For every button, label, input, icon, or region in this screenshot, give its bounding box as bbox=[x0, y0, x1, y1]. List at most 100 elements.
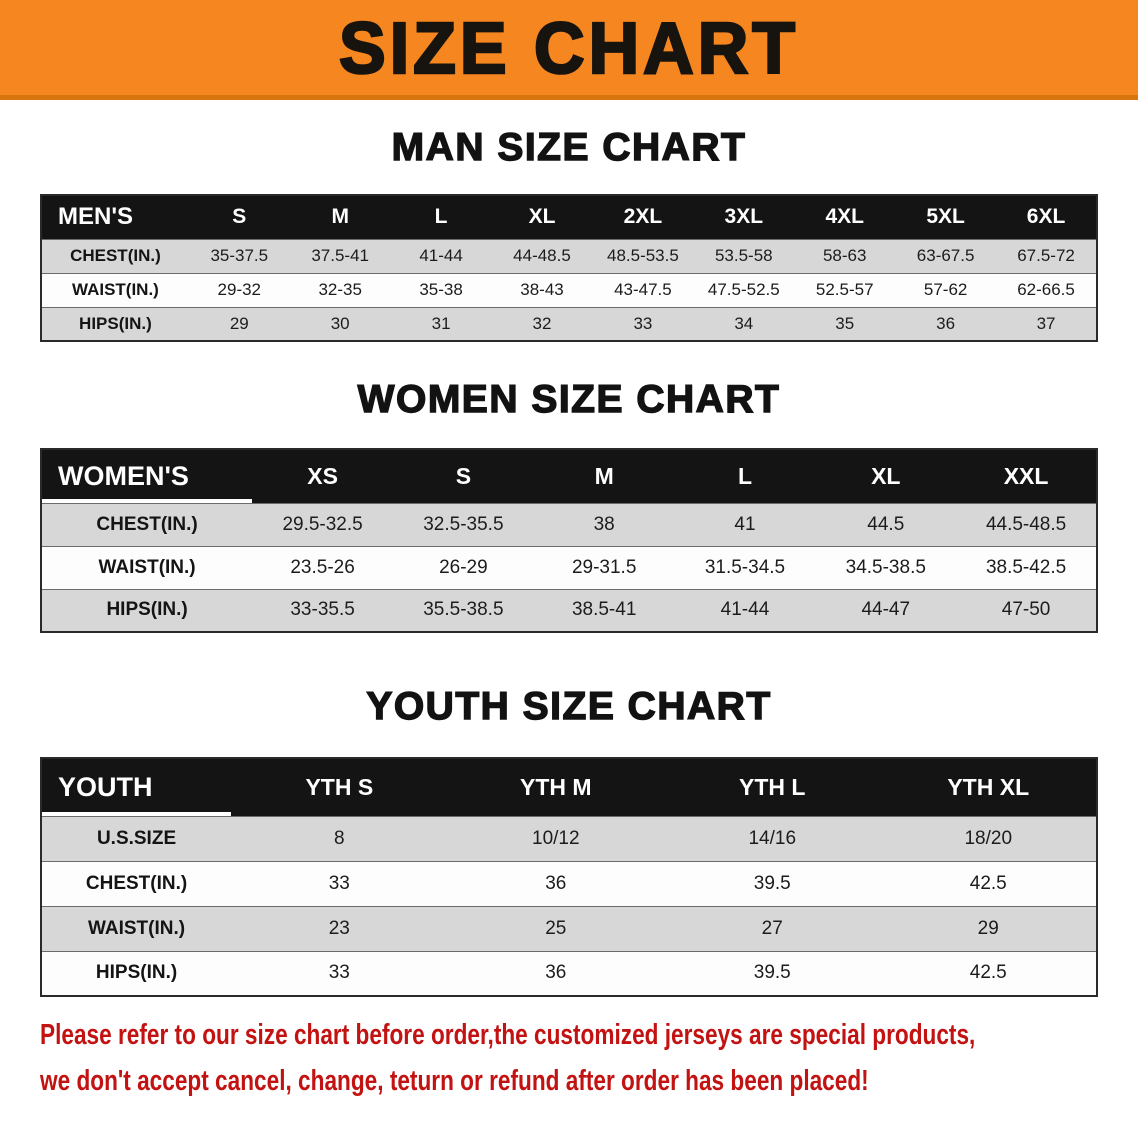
size-value-cell: 43-47.5 bbox=[614, 280, 672, 299]
size-value-cell: 62-66.5 bbox=[1017, 280, 1075, 299]
row-label: CHEST(IN.) bbox=[96, 513, 198, 535]
youth-size-table: YOUTH YTH S YTH M YTH L YTH XL U.S.SIZE 8 10/12… bbox=[40, 757, 1098, 997]
row-label: CHEST(IN.) bbox=[70, 246, 161, 265]
size-column-header: YTH XL bbox=[880, 758, 1097, 816]
size-value-cell: 58-63 bbox=[822, 246, 867, 265]
size-column-header: 4XL bbox=[794, 195, 896, 239]
size-column-header: S bbox=[392, 449, 534, 503]
size-value-cell: 39.5 bbox=[753, 962, 791, 984]
table-row: CHEST(IN.) 35-37.5 37.5-41 41-44 44-48.5 48.5… bbox=[41, 239, 1097, 273]
size-column-header: 2XL bbox=[592, 195, 694, 239]
size-value-cell: 38 bbox=[593, 513, 615, 535]
table-row: HIPS(IN.) 33 36 39.5 42.5 bbox=[41, 951, 1097, 996]
youth-size-section: YOUTH SIZE CHART YOUTH YTH S YTH M YTH L YTH… bbox=[0, 684, 1138, 997]
row-label: U.S.SIZE bbox=[96, 827, 177, 849]
table-corner-label: WOMEN'S bbox=[41, 449, 253, 503]
table-header-row: WOMEN'S XS S M L XL XXL bbox=[41, 449, 1097, 503]
size-value-cell: 33 bbox=[633, 313, 653, 333]
size-value-cell: 41-44 bbox=[720, 599, 770, 621]
row-label: WAIST(IN.) bbox=[71, 280, 159, 299]
size-value-cell: 36 bbox=[545, 962, 567, 984]
size-value-cell: 57-62 bbox=[923, 280, 968, 299]
men-size-table: MEN'S S M L XL 2XL 3XL 4XL 5XL 6XL CHEST(IN.) 35-37… bbox=[40, 194, 1098, 342]
size-value-cell: 48.5-53.5 bbox=[606, 246, 679, 265]
table-row: CHEST(IN.) 29.5-32.5 32.5-35.5 38 41 44.5 44.5… bbox=[41, 503, 1097, 546]
size-value-cell: 33 bbox=[328, 962, 350, 984]
disclaimer-line: we don't accept cancel, change, teturn o… bbox=[40, 1065, 869, 1097]
size-value-cell: 8 bbox=[334, 827, 345, 849]
table-corner-label: MEN'S bbox=[41, 195, 189, 239]
row-label: HIPS(IN.) bbox=[95, 962, 178, 984]
size-value-cell: 23 bbox=[328, 917, 350, 939]
size-column-header: 6XL bbox=[996, 195, 1097, 239]
size-value-cell: 31.5-34.5 bbox=[704, 556, 786, 578]
size-value-cell: 34 bbox=[734, 313, 754, 333]
size-value-cell: 32-35 bbox=[318, 280, 362, 299]
size-column-header: XL bbox=[815, 449, 957, 503]
size-value-cell: 36 bbox=[936, 313, 956, 333]
size-value-cell: 35.5-38.5 bbox=[423, 599, 504, 621]
table-row: WAIST(IN.) 29-32 32-35 35-38 38-43 43-47.5 47.… bbox=[41, 273, 1097, 307]
size-value-cell: 42.5 bbox=[969, 962, 1007, 984]
size-value-cell: 33-35.5 bbox=[290, 599, 355, 621]
size-value-cell: 37 bbox=[1036, 313, 1056, 333]
row-label: WAIST(IN.) bbox=[98, 556, 196, 578]
size-column-header: XXL bbox=[956, 449, 1097, 503]
table-corner-label: YOUTH bbox=[41, 758, 232, 816]
size-value-cell: 30 bbox=[330, 313, 350, 333]
size-column-header: L bbox=[390, 195, 492, 239]
size-value-cell: 42.5 bbox=[969, 872, 1007, 894]
table-header-row: YOUTH YTH S YTH M YTH L YTH XL bbox=[41, 758, 1097, 816]
size-chart-page: SIZE CHART MAN SIZE CHART MEN'S S M L XL 2XL 3… bbox=[0, 0, 1138, 1098]
table-row: CHEST(IN.) 33 36 39.5 42.5 bbox=[41, 861, 1097, 906]
size-value-cell: 29.5-32.5 bbox=[282, 513, 363, 535]
size-value-cell: 36 bbox=[545, 872, 567, 894]
size-column-header: 5XL bbox=[895, 195, 997, 239]
women-section-heading: WOMEN SIZE CHART bbox=[357, 377, 781, 421]
size-value-cell: 44.5-48.5 bbox=[985, 513, 1067, 535]
size-column-header: L bbox=[674, 449, 816, 503]
women-size-table: WOMEN'S XS S M L XL XXL CHEST(IN.) 29.5-32.5 32.5… bbox=[40, 448, 1098, 633]
size-value-cell: 44-48.5 bbox=[513, 246, 571, 265]
row-label: WAIST(IN.) bbox=[87, 917, 186, 939]
size-value-cell: 10/12 bbox=[532, 827, 580, 849]
size-value-cell: 63-67.5 bbox=[916, 246, 975, 265]
size-value-cell: 33 bbox=[328, 872, 350, 894]
size-column-header: YTH S bbox=[231, 758, 448, 816]
size-value-cell: 38.5-42.5 bbox=[985, 556, 1067, 578]
size-value-cell: 41 bbox=[734, 513, 756, 535]
table-header-row: MEN'S S M L XL 2XL 3XL 4XL 5XL 6XL bbox=[41, 195, 1097, 239]
row-label: HIPS(IN.) bbox=[106, 599, 188, 621]
size-column-header: M bbox=[533, 449, 675, 503]
banner: SIZE CHART bbox=[0, 0, 1138, 100]
row-label: CHEST(IN.) bbox=[85, 872, 188, 894]
table-row: HIPS(IN.) 29 30 31 32 33 34 35 36 37 bbox=[41, 307, 1097, 341]
size-value-cell: 23.5-26 bbox=[290, 556, 355, 578]
size-value-cell: 37.5-41 bbox=[311, 246, 370, 265]
size-value-cell: 39.5 bbox=[753, 872, 791, 894]
men-section-heading: MAN SIZE CHART bbox=[391, 125, 747, 169]
size-value-cell: 67.5-72 bbox=[1017, 246, 1075, 265]
table-row: HIPS(IN.) 33-35.5 35.5-38.5 38.5-41 41-44 44-… bbox=[41, 589, 1097, 632]
size-value-cell: 35-37.5 bbox=[210, 246, 269, 265]
size-value-cell: 47.5-52.5 bbox=[707, 280, 780, 299]
size-column-header: XL bbox=[491, 195, 593, 239]
youth-section-heading: YOUTH SIZE CHART bbox=[366, 684, 772, 728]
size-column-header: YTH M bbox=[447, 758, 665, 816]
size-value-cell: 29 bbox=[977, 917, 999, 939]
size-column-header: YTH L bbox=[664, 758, 881, 816]
size-column-header: S bbox=[188, 195, 290, 239]
disclaimer: Please refer to our size chart before or… bbox=[40, 1019, 1138, 1098]
size-value-cell: 29 bbox=[229, 313, 249, 333]
size-value-cell: 34.5-38.5 bbox=[845, 556, 926, 578]
size-value-cell: 35 bbox=[835, 313, 855, 333]
size-value-cell: 47-50 bbox=[1001, 599, 1051, 621]
size-value-cell: 53.5-58 bbox=[714, 246, 773, 265]
size-value-cell: 29-32 bbox=[217, 280, 262, 299]
size-value-cell: 35-38 bbox=[419, 280, 463, 299]
size-value-cell: 41-44 bbox=[419, 246, 463, 265]
table-row: WAIST(IN.) 23.5-26 26-29 29-31.5 31.5-34.5 34… bbox=[41, 546, 1097, 589]
size-value-cell: 32 bbox=[532, 313, 552, 333]
disclaimer-line: Please refer to our size chart before or… bbox=[40, 1019, 976, 1051]
size-value-cell: 26-29 bbox=[439, 556, 488, 578]
